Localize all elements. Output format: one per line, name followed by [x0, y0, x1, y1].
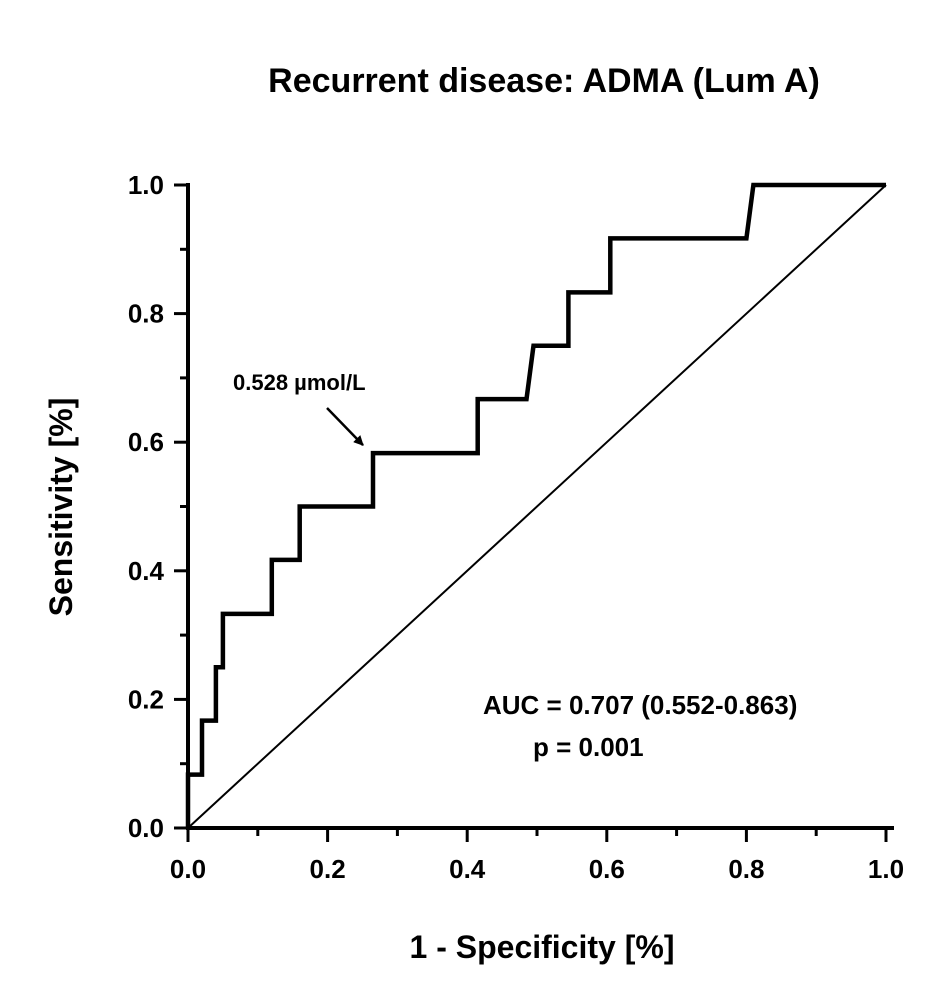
x-tick-label: 0.0	[170, 854, 206, 884]
x-tick-label: 0.6	[589, 854, 625, 884]
x-tick-label: 1.0	[868, 854, 904, 884]
y-tick-label: 0.2	[128, 684, 164, 714]
cutoff-arrow	[326, 407, 364, 446]
chart-title: Recurrent disease: ADMA (Lum A)	[268, 62, 820, 100]
axis-ticks: 0.0 0.2 0.4 0.6 0.8 1.0 0.0 0.2 0.4 0.6 0.8 1.0	[128, 170, 904, 884]
plot-area	[185, 182, 887, 829]
auc-label: AUC = 0.707 (0.552-0.863)	[483, 690, 797, 720]
x-axis-label: 1 - Specificity [%]	[410, 929, 675, 965]
y-tick-label: 0.8	[128, 299, 164, 329]
y-tick-label: 0.0	[128, 813, 164, 843]
y-tick-label: 1.0	[128, 170, 164, 200]
y-tick-label: 0.6	[128, 427, 164, 457]
cutoff-label: 0.528 µmol/L	[233, 370, 366, 395]
reference-diagonal-line	[187, 184, 887, 829]
y-axis-label: Sensitivity [%]	[43, 398, 79, 617]
y-tick-label: 0.4	[128, 556, 165, 586]
p-value-label: p = 0.001	[533, 732, 644, 762]
x-tick-label: 0.8	[728, 854, 764, 884]
roc-curve	[185, 182, 886, 828]
x-tick-label: 0.2	[310, 854, 346, 884]
x-tick-label: 0.4	[449, 854, 486, 884]
